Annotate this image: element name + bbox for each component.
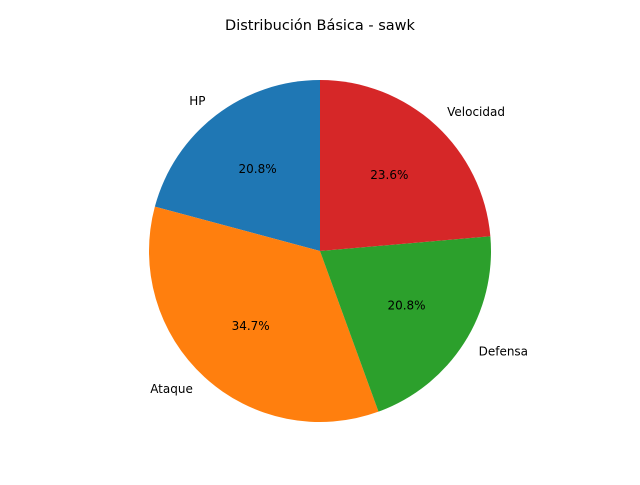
pie-slices (149, 80, 491, 422)
pie-value-label-defensa: 20.8% (387, 299, 425, 313)
pie-slice-defensa (320, 236, 491, 412)
pie-value-label-velocidad: 23.6% (370, 168, 408, 182)
pie-label-hp: HP (189, 94, 205, 108)
pie-slice-velocidad (320, 80, 491, 251)
pie-value-label-hp: 20.8% (239, 162, 277, 176)
pie-value-label-ataque: 34.7% (232, 319, 270, 333)
pie-slice-hp (154, 80, 320, 251)
pie-label-defensa: Defensa (479, 345, 528, 359)
pie-label-velocidad: Velocidad (447, 105, 505, 119)
pie-labels: HP 20.8% Ataque 34.7% Defensa 20.8% Velocidad 2… (150, 94, 528, 396)
chart-title: Distribución Básica - sawk (225, 18, 416, 34)
pie-label-ataque: Ataque (150, 382, 193, 396)
pie-slice-ataque (149, 206, 379, 422)
